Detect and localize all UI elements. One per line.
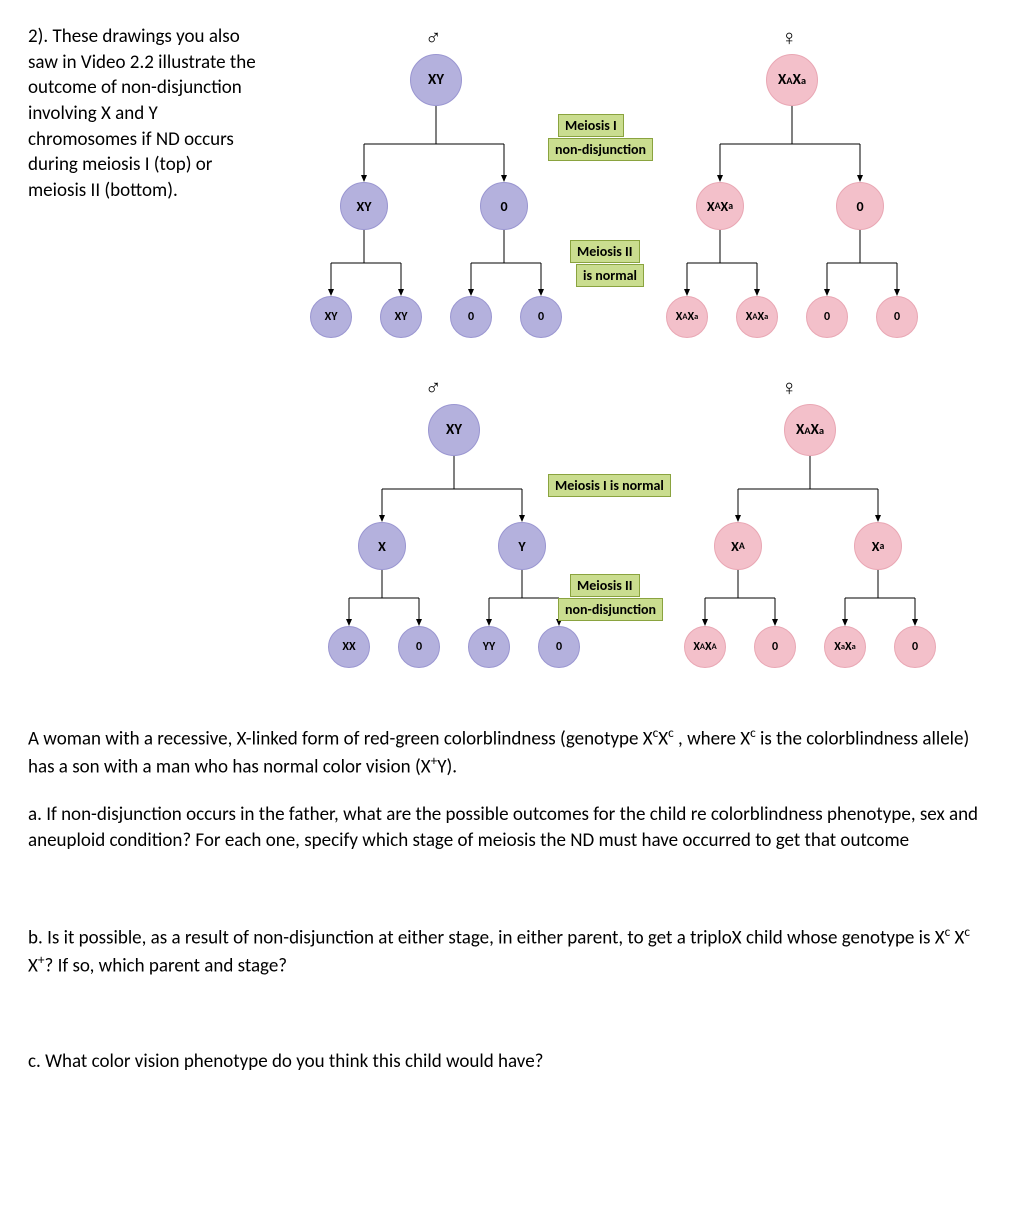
question-a: a. If non-disjunction occurs in the fath… bbox=[28, 802, 990, 853]
connector-lines bbox=[290, 24, 990, 684]
stage-label: non-disjunction bbox=[558, 598, 663, 621]
node-m-f1b: 0 bbox=[836, 182, 884, 230]
node-l-f2a: XAXA bbox=[684, 626, 726, 668]
node-l-m1d: 0 bbox=[520, 296, 562, 338]
node-m-f2b: Xa bbox=[854, 522, 902, 570]
nondisjunction-diagram: XYXY0XYXY00XAXaXAXa0XAXaXAXa00XYXYXX0YY0… bbox=[290, 24, 990, 684]
question-stem: A woman with a recessive, X-linked form … bbox=[28, 724, 990, 1075]
node-l-m2c: YY bbox=[468, 626, 510, 668]
node-p-f1: XAXa bbox=[766, 54, 818, 106]
stage-label: Meiosis II bbox=[570, 240, 640, 263]
node-l-f1b: XAXa bbox=[736, 296, 778, 338]
node-m-f2a: XA bbox=[714, 522, 762, 570]
node-m-m1b: 0 bbox=[480, 182, 528, 230]
stage-label: Meiosis I is normal bbox=[548, 474, 671, 497]
stage-label: Meiosis II bbox=[570, 574, 640, 597]
node-p-f2: XAXa bbox=[784, 404, 836, 456]
node-l-m2d: 0 bbox=[538, 626, 580, 668]
female-symbol-icon: ♀ bbox=[781, 374, 798, 401]
node-l-m2a: XX bbox=[328, 626, 370, 668]
node-l-m2b: 0 bbox=[398, 626, 440, 668]
node-m-m2a: X bbox=[358, 522, 406, 570]
male-symbol-icon: ♂ bbox=[425, 24, 442, 51]
stage-label: Meiosis I bbox=[558, 114, 624, 137]
stage-label: is normal bbox=[576, 264, 644, 287]
node-m-m2b: Y bbox=[498, 522, 546, 570]
female-symbol-icon: ♀ bbox=[781, 24, 798, 51]
question-b: b. Is it possible, as a result of non-di… bbox=[28, 923, 990, 979]
node-l-m1a: XY bbox=[310, 296, 352, 338]
node-l-f1c: 0 bbox=[806, 296, 848, 338]
node-l-m1c: 0 bbox=[450, 296, 492, 338]
stage-label: non-disjunction bbox=[548, 138, 653, 161]
node-m-m1a: XY bbox=[340, 182, 388, 230]
node-l-f1d: 0 bbox=[876, 296, 918, 338]
node-l-f2b: 0 bbox=[754, 626, 796, 668]
node-l-f2c: XaXa bbox=[824, 626, 866, 668]
node-l-f1a: XAXa bbox=[666, 296, 708, 338]
intro-text: 2). These drawings you also saw in Video… bbox=[28, 24, 270, 203]
node-p-m2: XY bbox=[428, 404, 480, 456]
male-symbol-icon: ♂ bbox=[425, 374, 442, 401]
node-p-m1: XY bbox=[410, 54, 462, 106]
node-l-f2d: 0 bbox=[894, 626, 936, 668]
node-m-f1a: XAXa bbox=[696, 182, 744, 230]
node-l-m1b: XY bbox=[380, 296, 422, 338]
question-c: c. What color vision phenotype do you th… bbox=[28, 1049, 990, 1075]
